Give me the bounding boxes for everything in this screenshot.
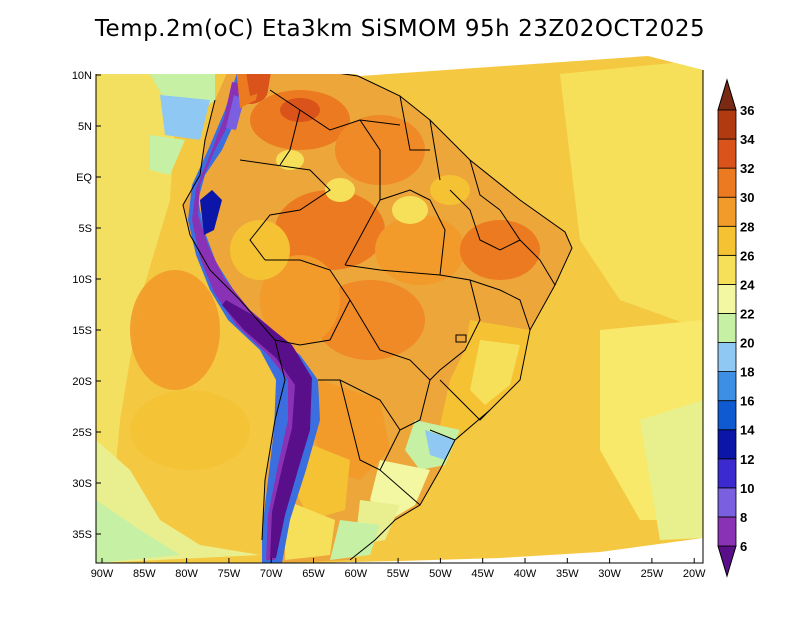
lon-tick-label: 55W	[387, 568, 410, 580]
colorbar-label: 26	[740, 248, 754, 263]
colorbar-label: 30	[740, 190, 754, 205]
colorbar-label: 14	[740, 423, 755, 438]
map-frame	[95, 70, 704, 564]
lon-tick-label: 50W	[429, 568, 452, 580]
land-hot-patches	[230, 76, 540, 360]
colorbar-label: 28	[740, 219, 754, 234]
colorbar-label: 8	[740, 510, 747, 525]
colorbar-label: 20	[740, 336, 754, 351]
colorbar-min-triangle	[717, 545, 737, 578]
lat-tick-label: 25S	[72, 427, 92, 439]
colorbar-segment	[717, 516, 737, 547]
colorbar-segment	[717, 225, 737, 256]
longitude-axis: 90W 85W 80W 75W 70W 65W 60W 55W 50W 45W 40W 35W 30W 2…	[91, 558, 706, 580]
lat-tick-label: 10N	[72, 70, 92, 82]
colorbar-segment	[717, 196, 737, 227]
colorbar-label: 18	[740, 365, 754, 380]
lat-tick-label: 30S	[72, 478, 92, 490]
lon-tick-label: 70W	[260, 568, 283, 580]
lon-tick-label: 35W	[556, 568, 579, 580]
lon-tick-label: 25W	[641, 568, 664, 580]
colorbar-segment	[717, 429, 737, 460]
colorbar-label: 32	[740, 161, 754, 176]
lat-tick-label: EQ	[76, 172, 92, 184]
colorbar-segment	[717, 458, 737, 489]
lon-tick-label: 75W	[218, 568, 241, 580]
colorbar-segment	[717, 487, 737, 518]
colorbar-segment	[717, 109, 737, 140]
colorbar-label: 22	[740, 306, 754, 321]
pacific-blue-patch	[160, 95, 210, 140]
colorbar-max-triangle	[717, 78, 737, 111]
lat-tick-label: 10S	[72, 274, 92, 286]
lon-tick-label: 85W	[133, 568, 156, 580]
pacific-green-patch	[150, 135, 185, 175]
colorbar-label: 24	[740, 277, 755, 292]
south-pacific-green	[96, 500, 180, 563]
colorbar-segment	[717, 254, 737, 285]
colorbar-segment	[717, 400, 737, 431]
lat-tick-label: 35S	[72, 529, 92, 541]
lon-tick-label: 90W	[91, 568, 114, 580]
colorbar-segment	[717, 283, 737, 314]
colorbar-label: 36	[740, 103, 754, 118]
pacific-warm-patch	[130, 270, 220, 390]
lon-tick-label: 30W	[598, 568, 621, 580]
lat-tick-label: 5S	[79, 223, 92, 235]
colorbar-label: 6	[740, 539, 747, 554]
colorbar-segment	[717, 313, 737, 343]
map-domain	[96, 56, 703, 563]
lon-tick-label: 80W	[175, 568, 198, 580]
lon-tick-label: 20W	[683, 568, 706, 580]
colorbar-label: 16	[740, 394, 754, 409]
lon-tick-label: 40W	[514, 568, 537, 580]
colorbar-segment	[717, 342, 737, 372]
country-borders	[182, 61, 573, 561]
temperature-colorbar: 6 8 10 12 14 16 18 20 22 24 26 28 30 32 34 36	[717, 78, 755, 578]
lat-tick-label: 5N	[78, 121, 92, 133]
lon-tick-label: 45W	[471, 568, 494, 580]
lat-tick-label: 20S	[72, 376, 92, 388]
map-title: Temp.2m(oC) Eta3km SiSMOM 95h 23Z02OCT20…	[94, 16, 706, 42]
colorbar-segment	[717, 167, 737, 198]
colorbar-segment	[717, 371, 737, 402]
pacific-warm-patch-2	[130, 390, 250, 470]
colorbar-label: 34	[740, 132, 755, 147]
colorbar-segment	[717, 138, 737, 169]
colorbar-label: 12	[740, 452, 754, 467]
atlantic-cool	[640, 400, 703, 540]
lat-tick-label: 15S	[72, 325, 92, 337]
colorbar-label: 10	[740, 481, 754, 496]
latitude-axis: 10N 5N EQ 5S 10S 15S 20S 25S 30S 35S	[72, 70, 101, 541]
atlantic-yellow	[560, 60, 703, 330]
lon-tick-label: 60W	[344, 568, 367, 580]
lon-tick-label: 65W	[302, 568, 325, 580]
